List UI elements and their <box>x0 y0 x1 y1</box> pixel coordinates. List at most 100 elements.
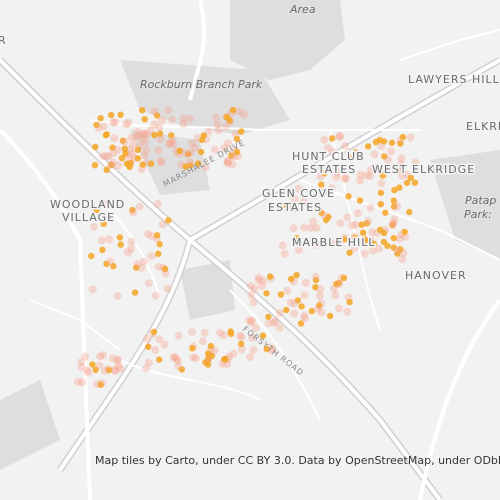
density-dot <box>151 131 158 139</box>
density-dot <box>220 144 229 153</box>
density-dot <box>147 252 156 261</box>
density-dot <box>343 308 352 316</box>
density-dot <box>141 116 148 123</box>
density-dot <box>139 130 148 138</box>
density-dot <box>189 353 198 362</box>
density-dot <box>156 135 165 144</box>
density-dot <box>113 356 122 365</box>
density-dot <box>117 241 125 248</box>
density-dot <box>328 147 337 156</box>
density-dot <box>393 166 402 175</box>
density-dot <box>134 155 142 162</box>
density-dot <box>318 181 325 188</box>
density-dot <box>126 163 133 171</box>
density-dot <box>390 244 397 251</box>
density-dot <box>286 201 295 210</box>
density-dot <box>88 252 95 260</box>
density-dot <box>154 146 163 155</box>
density-dot <box>294 246 303 255</box>
density-dot <box>142 335 151 343</box>
density-dot <box>300 314 309 322</box>
density-dot <box>103 260 110 267</box>
density-dot <box>190 144 199 152</box>
density-dot <box>393 202 402 211</box>
density-dot <box>263 290 270 297</box>
density-dot <box>275 309 284 317</box>
density-dot <box>163 284 172 293</box>
density-dot <box>401 228 408 236</box>
density-dot <box>156 130 164 137</box>
density-dot <box>106 160 115 169</box>
density-dot <box>343 213 352 222</box>
density-dot <box>173 357 182 365</box>
density-dot <box>269 319 278 327</box>
density-dot <box>103 166 110 173</box>
density-dot <box>320 211 329 220</box>
place-label: VILLAGE <box>62 211 115 224</box>
density-dot <box>356 170 365 179</box>
density-dot <box>370 240 377 247</box>
density-dot <box>142 145 151 154</box>
density-dot <box>267 273 274 280</box>
density-dot <box>363 220 370 227</box>
density-dot <box>358 221 365 228</box>
density-dot <box>146 126 155 135</box>
density-dot <box>179 114 188 123</box>
density-dot <box>155 335 164 344</box>
density-dot <box>312 284 319 291</box>
density-dot <box>403 179 411 186</box>
density-dot <box>263 345 270 353</box>
density-dot <box>158 220 167 229</box>
density-dot <box>300 223 308 232</box>
density-dot <box>88 285 97 294</box>
density-dot <box>331 239 340 248</box>
density-dot <box>413 166 421 173</box>
density-dot <box>379 172 387 179</box>
density-dot <box>204 355 213 364</box>
density-dot <box>388 139 396 146</box>
density-dot <box>147 160 155 167</box>
park-label: Rockburn Branch Park <box>140 78 263 91</box>
density-dot <box>213 120 222 129</box>
density-dot <box>311 272 320 281</box>
density-dot <box>259 332 267 339</box>
place-label: Area <box>289 3 316 16</box>
density-dot <box>237 333 246 342</box>
density-dot <box>124 118 133 127</box>
density-dot <box>195 160 202 167</box>
density-dot <box>407 174 414 182</box>
density-dot <box>248 333 257 342</box>
density-dot <box>155 250 162 257</box>
density-dot <box>131 133 140 142</box>
density-dot <box>140 137 149 146</box>
density-dot <box>211 145 220 154</box>
density-dot <box>165 217 172 224</box>
density-dot <box>280 249 289 258</box>
density-dot <box>223 157 232 166</box>
density-dot <box>122 120 131 129</box>
density-dot <box>91 162 99 169</box>
density-dot <box>93 121 100 129</box>
density-dot <box>153 112 161 119</box>
density-dot <box>229 106 237 114</box>
density-dot <box>406 133 415 142</box>
density-dot <box>97 115 104 122</box>
density-dot <box>289 224 298 233</box>
place-label: ELKRID <box>466 120 500 133</box>
density-dot <box>224 139 232 148</box>
density-dot <box>125 154 134 163</box>
density-dot <box>189 345 196 352</box>
density-dot <box>154 262 163 271</box>
density-dot <box>204 127 213 136</box>
density-dot <box>226 117 233 124</box>
density-dot <box>306 224 315 232</box>
density-dot <box>366 172 375 181</box>
density-dot <box>364 143 372 150</box>
density-dot <box>356 176 365 185</box>
density-dot <box>117 111 124 118</box>
density-dot <box>236 331 245 340</box>
density-dot <box>188 328 196 336</box>
density-dot <box>182 163 189 170</box>
density-dot <box>383 155 392 164</box>
density-dot <box>335 132 344 141</box>
